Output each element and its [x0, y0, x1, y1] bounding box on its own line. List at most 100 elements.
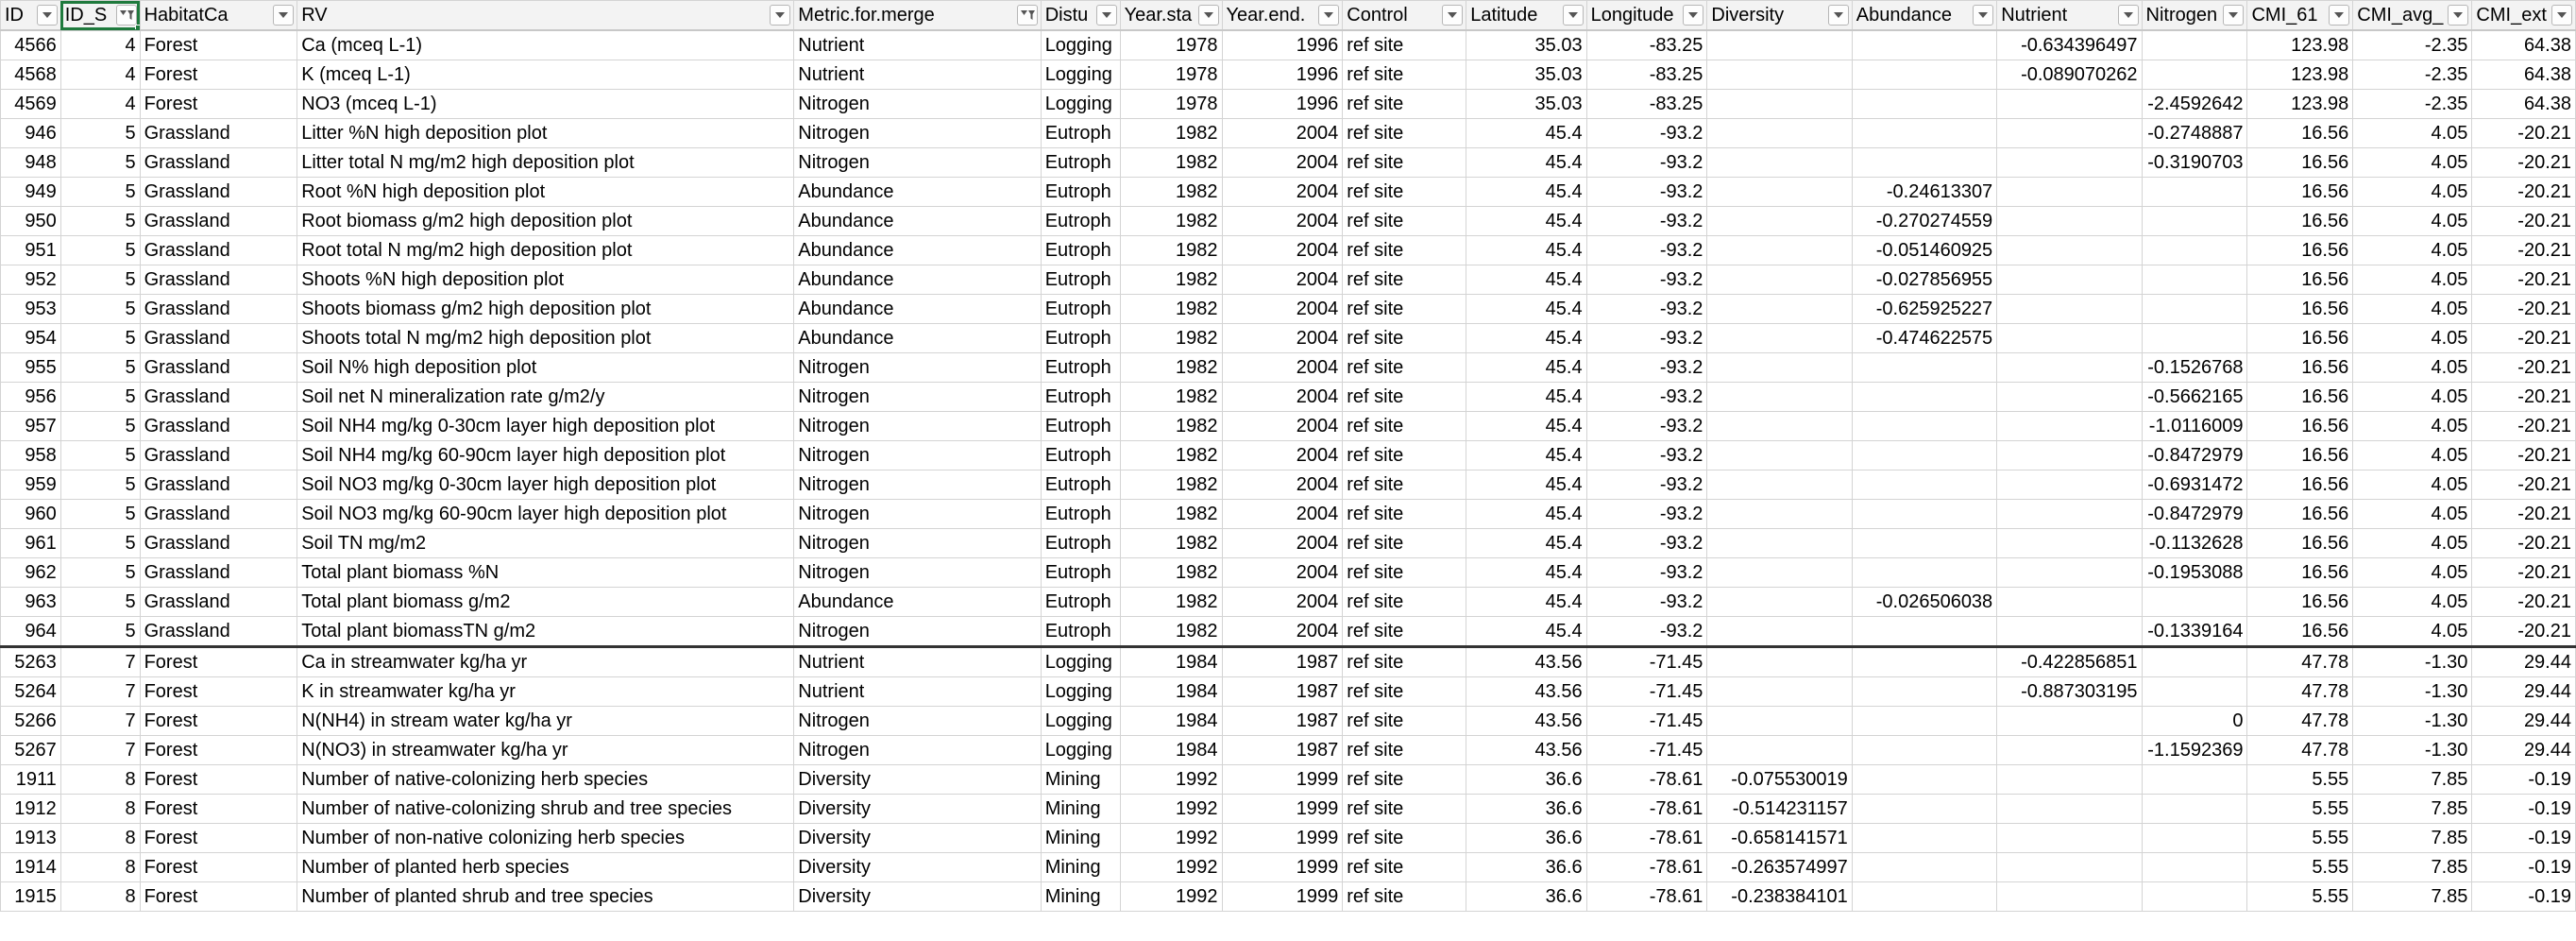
cell-rv[interactable]: Soil net N mineralization rate g/m2/y [297, 382, 795, 412]
cell-latitude[interactable]: 36.6 [1466, 823, 1587, 853]
filter-button[interactable] [1973, 5, 1994, 26]
cell-cmi-ext[interactable]: -20.21 [2471, 528, 2576, 558]
cell-habitat[interactable]: Grassland [139, 616, 298, 648]
cell-rv[interactable]: Soil NH4 mg/kg 60-90cm layer high deposi… [297, 440, 795, 470]
cell-metric[interactable]: Nutrient [793, 676, 1042, 707]
cell-nutrient[interactable]: -0.422856851 [1996, 646, 2143, 677]
cell-cmi-61[interactable]: 123.98 [2246, 89, 2354, 119]
cell-id[interactable]: 1911 [0, 764, 61, 795]
cell-abundance[interactable] [1851, 646, 1998, 677]
cell-rv[interactable]: N(NH4) in stream water kg/ha yr [297, 706, 795, 736]
cell-latitude[interactable]: 45.4 [1466, 147, 1587, 178]
cell-nutrient[interactable] [1996, 206, 2143, 236]
cell-cmi-61[interactable]: 16.56 [2246, 557, 2354, 588]
cell-control[interactable]: ref site [1342, 294, 1467, 324]
cell-control[interactable]: ref site [1342, 323, 1467, 353]
cell-control[interactable]: ref site [1342, 823, 1467, 853]
cell-year-start[interactable]: 1982 [1119, 206, 1223, 236]
cell-cmi-ext[interactable]: -20.21 [2471, 411, 2576, 441]
cell-cmi-61[interactable]: 16.56 [2246, 499, 2354, 529]
cell-metric[interactable]: Abundance [793, 323, 1042, 353]
cell-nutrient[interactable] [1996, 177, 2143, 207]
cell-habitat[interactable]: Grassland [139, 206, 298, 236]
cell-metric[interactable]: Diversity [793, 881, 1042, 912]
cell-year-start[interactable]: 1982 [1119, 557, 1223, 588]
cell-cmi-61[interactable]: 47.78 [2246, 676, 2354, 707]
cell-control[interactable]: ref site [1342, 206, 1467, 236]
cell-disturbance[interactable]: Eutroph [1040, 352, 1121, 383]
cell-habitat[interactable]: Grassland [139, 177, 298, 207]
cell-diversity[interactable] [1706, 147, 1853, 178]
cell-year-end[interactable]: 1987 [1221, 646, 1344, 677]
cell-latitude[interactable]: 36.6 [1466, 794, 1587, 824]
cell-year-start[interactable]: 1984 [1119, 735, 1223, 765]
cell-nitrogen[interactable]: -0.8472979 [2141, 440, 2248, 470]
cell-disturbance[interactable]: Eutroph [1040, 470, 1121, 500]
cell-id-s[interactable]: 5 [59, 177, 141, 207]
cell-latitude[interactable]: 43.56 [1466, 735, 1587, 765]
cell-rv[interactable]: K (mceq L-1) [297, 60, 795, 90]
cell-metric[interactable]: Diversity [793, 764, 1042, 795]
cell-abundance[interactable]: -0.027856955 [1851, 265, 1998, 295]
cell-longitude[interactable]: -93.2 [1585, 440, 1708, 470]
cell-control[interactable]: ref site [1342, 147, 1467, 178]
cell-id[interactable]: 1913 [0, 823, 61, 853]
filter-button[interactable] [1016, 5, 1038, 26]
cell-habitat[interactable]: Forest [139, 89, 298, 119]
cell-nitrogen[interactable] [2141, 794, 2248, 824]
cell-habitat[interactable]: Grassland [139, 382, 298, 412]
cell-id[interactable]: 953 [0, 294, 61, 324]
cell-diversity[interactable] [1706, 235, 1853, 265]
cell-cmi-ext[interactable]: -20.21 [2471, 206, 2576, 236]
cell-year-start[interactable]: 1982 [1119, 528, 1223, 558]
cell-year-start[interactable]: 1982 [1119, 294, 1223, 324]
cell-abundance[interactable] [1851, 557, 1998, 588]
cell-id-s[interactable]: 7 [59, 735, 141, 765]
cell-control[interactable]: ref site [1342, 735, 1467, 765]
cell-disturbance[interactable]: Mining [1040, 764, 1121, 795]
cell-control[interactable]: ref site [1342, 676, 1467, 707]
column-header-habitat[interactable]: HabitatCa [139, 0, 298, 31]
cell-cmi-avg[interactable]: 4.05 [2352, 265, 2473, 295]
cell-control[interactable]: ref site [1342, 470, 1467, 500]
cell-nitrogen[interactable] [2141, 265, 2248, 295]
cell-habitat[interactable]: Grassland [139, 587, 298, 617]
cell-year-start[interactable]: 1992 [1119, 881, 1223, 912]
cell-year-end[interactable]: 2004 [1221, 147, 1344, 178]
cell-longitude[interactable]: -93.2 [1585, 528, 1708, 558]
cell-metric[interactable]: Nitrogen [793, 735, 1042, 765]
column-header-cmi-avg[interactable]: CMI_avg_ [2352, 0, 2473, 31]
cell-rv[interactable]: Ca (mceq L-1) [297, 29, 795, 60]
cell-year-end[interactable]: 1996 [1221, 29, 1344, 60]
cell-metric[interactable]: Nutrient [793, 29, 1042, 60]
cell-rv[interactable]: Total plant biomass g/m2 [297, 587, 795, 617]
cell-rv[interactable]: Total plant biomassTN g/m2 [297, 616, 795, 648]
cell-disturbance[interactable]: Logging [1040, 89, 1121, 119]
cell-cmi-avg[interactable]: 4.05 [2352, 587, 2473, 617]
cell-year-start[interactable]: 1982 [1119, 265, 1223, 295]
cell-year-start[interactable]: 1984 [1119, 646, 1223, 677]
cell-control[interactable]: ref site [1342, 440, 1467, 470]
cell-cmi-61[interactable]: 16.56 [2246, 294, 2354, 324]
cell-metric[interactable]: Abundance [793, 235, 1042, 265]
cell-diversity[interactable] [1706, 177, 1853, 207]
cell-metric[interactable]: Nitrogen [793, 499, 1042, 529]
cell-rv[interactable]: Number of native-colonizing shrub and tr… [297, 794, 795, 824]
cell-nitrogen[interactable] [2141, 177, 2248, 207]
cell-longitude[interactable]: -93.2 [1585, 616, 1708, 648]
cell-year-end[interactable]: 2004 [1221, 352, 1344, 383]
cell-nutrient[interactable] [1996, 499, 2143, 529]
cell-id-s[interactable]: 5 [59, 147, 141, 178]
cell-disturbance[interactable]: Eutroph [1040, 587, 1121, 617]
cell-latitude[interactable]: 45.4 [1466, 557, 1587, 588]
cell-cmi-avg[interactable]: 4.05 [2352, 294, 2473, 324]
cell-habitat[interactable]: Grassland [139, 528, 298, 558]
cell-cmi-61[interactable]: 5.55 [2246, 764, 2354, 795]
cell-nitrogen[interactable] [2141, 852, 2248, 882]
cell-latitude[interactable]: 35.03 [1466, 29, 1587, 60]
cell-id-s[interactable]: 5 [59, 382, 141, 412]
cell-control[interactable]: ref site [1342, 382, 1467, 412]
cell-cmi-ext[interactable]: -20.21 [2471, 323, 2576, 353]
cell-cmi-avg[interactable]: 7.85 [2352, 794, 2473, 824]
cell-cmi-61[interactable]: 5.55 [2246, 794, 2354, 824]
